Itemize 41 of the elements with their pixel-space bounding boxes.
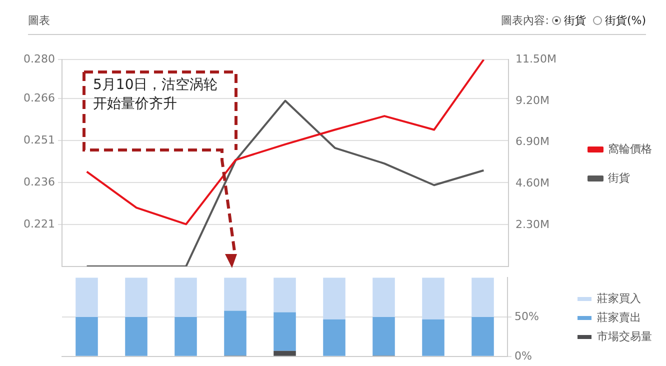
legend-label: 莊家買入 [597,292,641,305]
bar [224,278,246,311]
bar [274,350,296,356]
y-tick-label: 0% [514,349,532,362]
bar [125,278,148,317]
text: 街貨(%) [604,13,646,28]
legend-label: 莊家賣出 [597,310,641,324]
annotation: 5月10日，沽空涡轮开始量价齐升 [93,76,219,114]
bar [125,317,148,356]
y-tick-label: 0.236 [24,175,55,188]
y2-tick-label: 9.20M [516,94,550,107]
bar [372,317,395,356]
y-tick-label: 0.251 [24,134,55,147]
y2-tick-label: 6.90M [516,135,550,148]
bar [174,317,197,356]
bar [323,319,346,356]
legend-label: 市場交易量 [597,330,652,343]
y-tick-label: 0.280 [24,52,55,66]
y2-tick-label: 11.50M [516,52,556,66]
bar [224,310,246,356]
legend-label: 街貨 [608,171,630,184]
chart-title: 圖表 [28,13,50,28]
bar [76,317,98,356]
bar [472,317,494,356]
bar [422,278,444,320]
bar [274,312,296,351]
legend-label: 窩輪價格 [608,142,652,156]
bar [174,278,197,317]
bar [76,278,98,317]
y2-tick-label: 4.60M [516,176,550,190]
y-tick-label: 50% [514,310,539,323]
bar [472,278,494,317]
bar [323,278,346,320]
bar [372,278,395,317]
text: 街貨 [564,13,586,28]
y2-tick-label: 2.30M [516,218,550,231]
bar [274,278,296,312]
y-tick-label: 0.221 [24,217,55,230]
text: 圖表內容: [501,13,549,28]
bar [422,319,444,356]
y-tick-label: 0.266 [24,92,55,105]
